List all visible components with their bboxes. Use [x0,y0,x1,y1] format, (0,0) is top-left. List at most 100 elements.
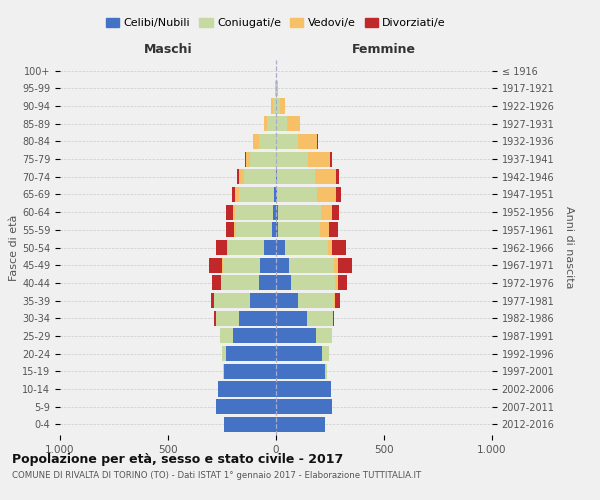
Bar [276,364,325,379]
Bar [333,310,334,326]
Bar [289,258,334,272]
Bar [287,116,300,131]
Bar [276,417,325,432]
Bar [320,222,329,238]
Bar [222,258,223,272]
Bar [298,293,334,308]
Bar [211,293,214,308]
Bar [253,134,259,149]
Bar [337,187,341,202]
Bar [316,328,332,344]
Bar [260,258,276,272]
Bar [224,364,276,379]
Bar [233,204,235,220]
Bar [250,152,276,166]
Y-axis label: Anni di nascita: Anni di nascita [564,206,574,289]
Bar [325,364,327,379]
Bar [223,258,260,272]
Bar [298,134,317,149]
Bar [322,346,329,361]
Text: Popolazione per età, sesso e stato civile - 2017: Popolazione per età, sesso e stato civil… [12,452,343,466]
Bar [239,169,244,184]
Bar [250,293,276,308]
Bar [268,116,276,131]
Bar [276,328,316,344]
Bar [232,187,235,202]
Bar [245,152,246,166]
Bar [234,222,236,238]
Bar [209,258,222,272]
Bar [276,134,298,149]
Bar [220,328,233,344]
Bar [259,134,276,149]
Bar [276,310,307,326]
Bar [215,240,227,255]
Bar [334,293,335,308]
Bar [264,240,276,255]
Bar [284,240,328,255]
Bar [274,187,276,202]
Bar [222,346,226,361]
Bar [212,276,221,290]
Bar [239,310,276,326]
Bar [307,310,333,326]
Bar [337,169,338,184]
Bar [329,222,338,238]
Bar [332,240,346,255]
Bar [317,187,337,202]
Text: Maschi: Maschi [143,44,193,57]
Bar [335,276,338,290]
Bar [276,276,291,290]
Bar [276,204,278,220]
Bar [214,310,215,326]
Bar [224,417,276,432]
Bar [276,240,284,255]
Bar [291,276,335,290]
Bar [276,81,277,96]
Bar [276,399,332,414]
Bar [235,204,273,220]
Bar [226,346,276,361]
Bar [218,382,276,396]
Text: COMUNE DI RIVALTA DI TORINO (TO) - Dati ISTAT 1° gennaio 2017 - Elaborazione TUT: COMUNE DI RIVALTA DI TORINO (TO) - Dati … [12,471,421,480]
Bar [244,169,276,184]
Bar [276,258,289,272]
Bar [278,204,322,220]
Bar [273,98,276,114]
Bar [332,204,338,220]
Bar [273,204,276,220]
Bar [278,222,320,238]
Bar [214,293,250,308]
Bar [322,204,332,220]
Bar [277,169,315,184]
Bar [334,258,338,272]
Bar [264,116,268,131]
Bar [338,276,347,290]
Y-axis label: Fasce di età: Fasce di età [9,214,19,280]
Bar [275,81,276,96]
Bar [246,152,250,166]
Bar [276,169,277,184]
Bar [277,187,317,202]
Bar [276,98,280,114]
Bar [229,240,264,255]
Bar [317,134,318,149]
Bar [338,258,352,272]
Bar [236,222,272,238]
Bar [335,293,340,308]
Bar [226,222,234,238]
Bar [280,98,284,114]
Bar [276,346,322,361]
Bar [276,293,298,308]
Bar [276,187,277,202]
Bar [215,399,276,414]
Bar [308,152,330,166]
Bar [315,169,337,184]
Bar [226,204,233,220]
Bar [237,169,239,184]
Bar [223,364,224,379]
Bar [227,240,229,255]
Bar [233,328,276,344]
Bar [271,98,273,114]
Bar [330,152,332,166]
